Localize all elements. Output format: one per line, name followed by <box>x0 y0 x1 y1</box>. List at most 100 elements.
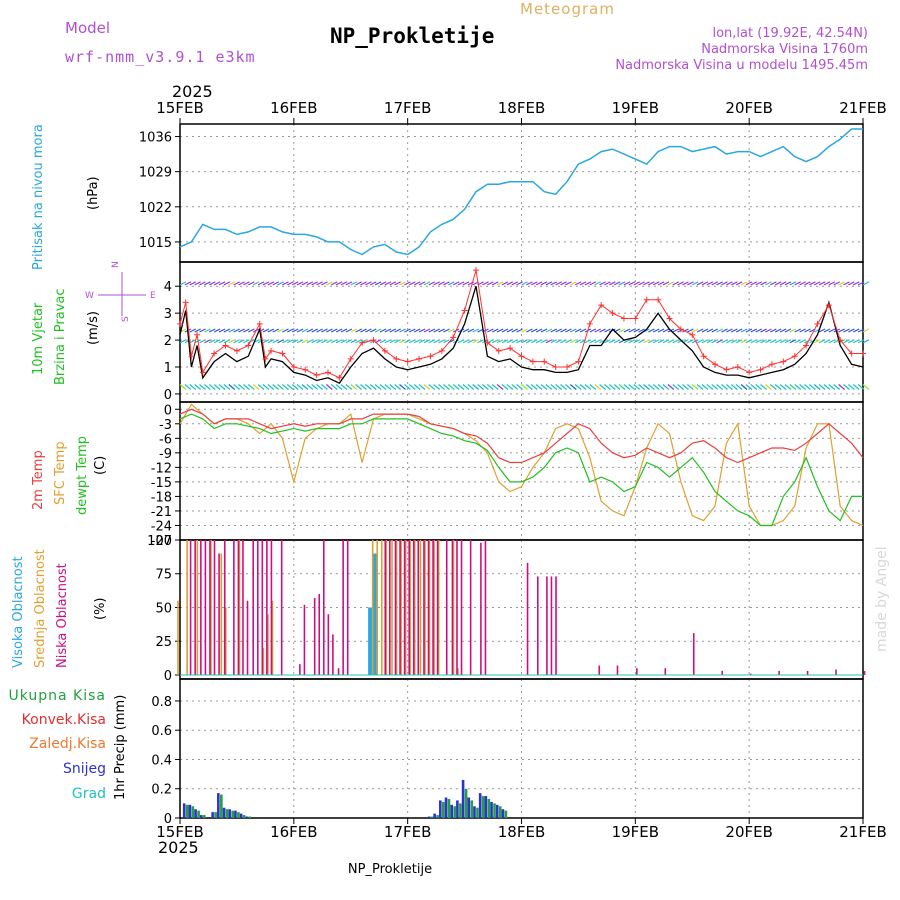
wind-flag <box>706 328 714 333</box>
cloud-bar <box>213 540 216 675</box>
wind-flag <box>716 328 723 333</box>
wind-flag <box>691 328 699 333</box>
gust-marker <box>370 337 377 344</box>
precip-bar <box>427 816 431 818</box>
wind-flag <box>716 281 723 286</box>
wind-flag <box>530 328 538 333</box>
legend-snow: Snijeg <box>63 761 106 777</box>
gust-marker <box>746 369 753 376</box>
wind-flag <box>799 328 806 333</box>
y-tick-label: -15 <box>151 476 172 491</box>
page-title: NP_Prokletije <box>330 24 494 48</box>
subtitle: Meteogram <box>520 0 615 18</box>
y-tick-label: -27 <box>151 534 172 549</box>
wind-flag <box>584 384 592 390</box>
wind-flag <box>491 281 499 286</box>
wind-flag <box>277 328 284 333</box>
gust-marker <box>677 326 684 333</box>
wind-flag <box>848 328 855 333</box>
wind-flag <box>389 384 397 390</box>
wind-flag <box>784 384 792 390</box>
wind-flag <box>535 281 543 286</box>
wind-flag <box>389 281 397 286</box>
wind-flag <box>438 281 445 286</box>
wind-flag <box>486 384 494 390</box>
cloud-bar <box>484 540 487 675</box>
cloud-bar <box>242 540 244 675</box>
wind-flag <box>731 281 738 286</box>
y-tick-label: 1029 <box>139 166 172 181</box>
dir-n-label: N <box>111 261 121 268</box>
wind-flag <box>770 281 777 286</box>
precip-bar <box>188 804 192 818</box>
wind-flag <box>555 339 562 344</box>
wind-flag <box>706 339 714 344</box>
y-tick-label: 1036 <box>139 131 172 146</box>
wind-flag <box>628 281 636 286</box>
wind-flag <box>267 281 275 286</box>
gust-marker <box>450 334 457 341</box>
wind-flag <box>511 339 519 344</box>
wind-flag <box>448 281 455 286</box>
wind-flag <box>330 281 338 286</box>
wind-flag <box>326 339 333 344</box>
pressure-line <box>179 128 863 256</box>
wind-flag <box>535 384 543 390</box>
wind-flag <box>623 339 631 344</box>
legend-hail: Grad <box>72 786 106 802</box>
wind-flag <box>472 328 479 333</box>
wind-flag <box>408 384 416 390</box>
wind-flag <box>716 339 723 344</box>
wind-flag <box>843 339 850 344</box>
wind-flag <box>843 281 850 286</box>
wind-flag <box>428 328 436 333</box>
wind-flag <box>457 339 465 344</box>
wind-flag <box>291 339 299 344</box>
x-tick-label-top: 18FEB <box>498 99 545 117</box>
wind-flag <box>765 384 772 390</box>
precip-bar <box>450 804 453 818</box>
wind-flag <box>633 384 641 390</box>
wind-flag <box>418 339 426 344</box>
wind-flag <box>335 328 343 333</box>
y-tick-label: 1022 <box>139 201 172 216</box>
wind-flag <box>233 339 240 344</box>
y-tick-label: 0.4 <box>151 753 172 768</box>
cloud-bar <box>404 540 407 675</box>
wind-flag <box>311 281 318 286</box>
gust-marker <box>712 361 719 368</box>
wind-flag <box>638 281 645 286</box>
gust-marker <box>302 366 309 373</box>
wind-flag <box>633 328 640 333</box>
wind-flag <box>657 281 665 286</box>
wind-flag <box>823 328 831 333</box>
wind-flag <box>648 328 655 333</box>
wind-flag <box>491 339 499 344</box>
wind-flag <box>584 339 592 344</box>
wind-flag <box>609 281 616 286</box>
wind-flag <box>413 384 421 390</box>
gust-marker <box>723 366 730 373</box>
cloud-bar <box>408 540 410 675</box>
gust-marker <box>182 299 189 306</box>
cloud-bar <box>409 540 412 675</box>
wind-flag <box>501 328 509 333</box>
wind-flags <box>179 281 870 390</box>
wind-flag <box>677 384 684 390</box>
wind-flag <box>633 281 640 286</box>
wind-flag <box>813 339 821 344</box>
y-tick-label: 1015 <box>139 236 172 251</box>
cloud-bars <box>177 540 866 676</box>
wind-flag <box>516 328 523 333</box>
precip-bar <box>430 816 434 818</box>
wind-flag <box>691 384 699 390</box>
y-tick-label: -24 <box>151 519 172 534</box>
cloud-bar <box>692 633 695 675</box>
wind-flag <box>423 339 431 344</box>
wind-flag <box>365 328 372 333</box>
wind-flag <box>413 281 421 286</box>
gust-marker <box>666 315 673 322</box>
wind-flag <box>535 339 543 344</box>
legend-frozen: Zaledj.Kisa <box>29 736 106 752</box>
wind-flag <box>550 281 558 286</box>
